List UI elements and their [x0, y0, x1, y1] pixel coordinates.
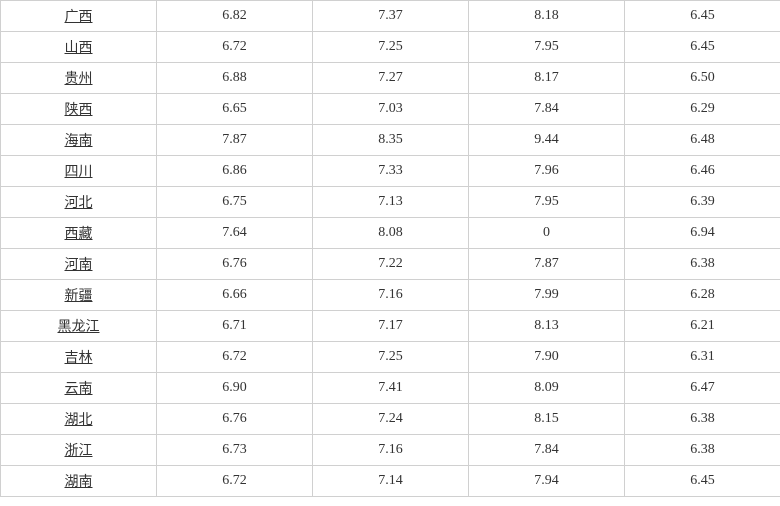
- value-cell-3: 7.87: [469, 249, 625, 280]
- value-cell-1: 7.87: [157, 125, 313, 156]
- province-cell[interactable]: 河北: [1, 187, 157, 218]
- value-cell-1: 6.76: [157, 404, 313, 435]
- table-row: 海南7.878.359.446.48: [1, 125, 780, 156]
- value-cell-4: 6.48: [625, 125, 780, 156]
- province-cell[interactable]: 西藏: [1, 218, 157, 249]
- value-cell-1: 6.72: [157, 466, 313, 497]
- value-cell-1: 6.75: [157, 187, 313, 218]
- value-cell-3: 8.09: [469, 373, 625, 404]
- value-cell-4: 6.38: [625, 249, 780, 280]
- province-cell[interactable]: 黑龙江: [1, 311, 157, 342]
- value-cell-3: 8.17: [469, 63, 625, 94]
- value-cell-2: 7.25: [313, 342, 469, 373]
- value-cell-1: 7.64: [157, 218, 313, 249]
- value-cell-1: 6.72: [157, 32, 313, 63]
- value-cell-3: 7.95: [469, 187, 625, 218]
- province-cell[interactable]: 海南: [1, 125, 157, 156]
- value-cell-1: 6.65: [157, 94, 313, 125]
- table-row: 贵州6.887.278.176.50: [1, 63, 780, 94]
- value-cell-4: 6.28: [625, 280, 780, 311]
- value-cell-2: 8.08: [313, 218, 469, 249]
- table-row: 新疆6.667.167.996.28: [1, 280, 780, 311]
- value-cell-1: 6.76: [157, 249, 313, 280]
- table-row: 湖南6.727.147.946.45: [1, 466, 780, 497]
- table-row: 云南6.907.418.096.47: [1, 373, 780, 404]
- value-cell-1: 6.90: [157, 373, 313, 404]
- price-table: 广西6.827.378.186.45山西6.727.257.956.45贵州6.…: [0, 0, 780, 497]
- province-cell[interactable]: 浙江: [1, 435, 157, 466]
- value-cell-4: 6.21: [625, 311, 780, 342]
- value-cell-4: 6.38: [625, 404, 780, 435]
- value-cell-3: 7.99: [469, 280, 625, 311]
- province-cell[interactable]: 四川: [1, 156, 157, 187]
- table-row: 四川6.867.337.966.46: [1, 156, 780, 187]
- value-cell-3: 0: [469, 218, 625, 249]
- value-cell-2: 7.37: [313, 1, 469, 32]
- province-cell[interactable]: 广西: [1, 1, 157, 32]
- value-cell-2: 7.41: [313, 373, 469, 404]
- value-cell-2: 7.13: [313, 187, 469, 218]
- value-cell-2: 7.22: [313, 249, 469, 280]
- value-cell-4: 6.47: [625, 373, 780, 404]
- value-cell-4: 6.45: [625, 466, 780, 497]
- table-row: 河北6.757.137.956.39: [1, 187, 780, 218]
- value-cell-1: 6.86: [157, 156, 313, 187]
- value-cell-1: 6.82: [157, 1, 313, 32]
- province-cell[interactable]: 湖北: [1, 404, 157, 435]
- value-cell-2: 7.33: [313, 156, 469, 187]
- value-cell-2: 7.25: [313, 32, 469, 63]
- value-cell-3: 7.84: [469, 435, 625, 466]
- value-cell-4: 6.94: [625, 218, 780, 249]
- table-row: 湖北6.767.248.156.38: [1, 404, 780, 435]
- value-cell-2: 8.35: [313, 125, 469, 156]
- province-cell[interactable]: 陕西: [1, 94, 157, 125]
- table-row: 山西6.727.257.956.45: [1, 32, 780, 63]
- value-cell-4: 6.45: [625, 1, 780, 32]
- value-cell-3: 8.13: [469, 311, 625, 342]
- value-cell-3: 8.15: [469, 404, 625, 435]
- table-row: 黑龙江6.717.178.136.21: [1, 311, 780, 342]
- value-cell-2: 7.03: [313, 94, 469, 125]
- value-cell-1: 6.88: [157, 63, 313, 94]
- value-cell-4: 6.29: [625, 94, 780, 125]
- value-cell-4: 6.50: [625, 63, 780, 94]
- value-cell-1: 6.71: [157, 311, 313, 342]
- value-cell-3: 7.94: [469, 466, 625, 497]
- table-body: 广西6.827.378.186.45山西6.727.257.956.45贵州6.…: [1, 1, 780, 497]
- value-cell-1: 6.73: [157, 435, 313, 466]
- value-cell-2: 7.17: [313, 311, 469, 342]
- province-cell[interactable]: 新疆: [1, 280, 157, 311]
- value-cell-1: 6.72: [157, 342, 313, 373]
- table-row: 广西6.827.378.186.45: [1, 1, 780, 32]
- value-cell-4: 6.31: [625, 342, 780, 373]
- value-cell-3: 7.95: [469, 32, 625, 63]
- value-cell-3: 7.96: [469, 156, 625, 187]
- value-cell-4: 6.39: [625, 187, 780, 218]
- value-cell-4: 6.38: [625, 435, 780, 466]
- value-cell-3: 7.84: [469, 94, 625, 125]
- table-row: 西藏7.648.0806.94: [1, 218, 780, 249]
- province-cell[interactable]: 云南: [1, 373, 157, 404]
- table-row: 浙江6.737.167.846.38: [1, 435, 780, 466]
- table-row: 吉林6.727.257.906.31: [1, 342, 780, 373]
- province-cell[interactable]: 山西: [1, 32, 157, 63]
- value-cell-4: 6.46: [625, 156, 780, 187]
- province-cell[interactable]: 湖南: [1, 466, 157, 497]
- table-row: 河南6.767.227.876.38: [1, 249, 780, 280]
- value-cell-3: 7.90: [469, 342, 625, 373]
- value-cell-2: 7.27: [313, 63, 469, 94]
- value-cell-1: 6.66: [157, 280, 313, 311]
- table-row: 陕西6.657.037.846.29: [1, 94, 780, 125]
- province-cell[interactable]: 吉林: [1, 342, 157, 373]
- province-cell[interactable]: 河南: [1, 249, 157, 280]
- value-cell-3: 8.18: [469, 1, 625, 32]
- value-cell-2: 7.14: [313, 466, 469, 497]
- value-cell-3: 9.44: [469, 125, 625, 156]
- value-cell-2: 7.24: [313, 404, 469, 435]
- value-cell-2: 7.16: [313, 280, 469, 311]
- value-cell-4: 6.45: [625, 32, 780, 63]
- value-cell-2: 7.16: [313, 435, 469, 466]
- province-cell[interactable]: 贵州: [1, 63, 157, 94]
